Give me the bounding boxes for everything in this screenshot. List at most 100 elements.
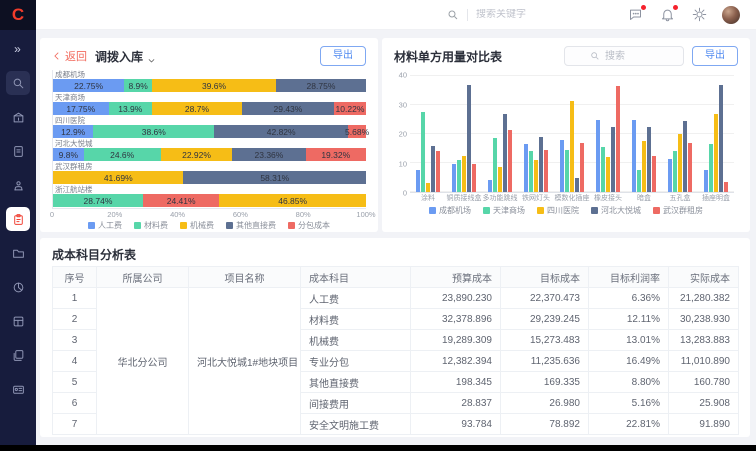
target-cell: 169.335 — [500, 371, 589, 393]
bar-track: 12.9% 38.6% 42.82% 5.68% — [53, 125, 370, 138]
legend-item[interactable]: 机械费 — [180, 220, 214, 231]
topbar — [36, 0, 756, 30]
brand-logo[interactable]: C — [0, 0, 36, 30]
bar-group — [626, 76, 662, 192]
expand-icon[interactable]: » — [14, 42, 22, 56]
x-tick-label: 涂料 — [421, 195, 435, 202]
bar — [596, 119, 600, 192]
legend-item[interactable]: 四川医院 — [537, 205, 579, 216]
chevron-down-icon[interactable] — [147, 52, 156, 63]
bar-track: 9.8% 24.6% 22.92% 23.36% 19.32% — [53, 148, 366, 161]
sidebar-item-inventory[interactable] — [6, 207, 30, 231]
bar-segment: 5.68% — [345, 125, 370, 138]
bar-segment: 13.9% — [108, 102, 153, 115]
stacked-bar-row: 武汉群租房 41.69% 58.31% — [53, 162, 366, 185]
sidebar-item-card[interactable] — [6, 377, 30, 401]
sidebar-item-approval[interactable] — [6, 173, 30, 197]
bar — [565, 149, 569, 192]
legend-swatch — [537, 207, 544, 214]
bar-track: 28.74% 24.41% 46.85% — [53, 194, 366, 207]
bar — [714, 113, 718, 192]
subject-cell: 专业分包 — [300, 350, 411, 372]
bar-segment: 38.6% — [93, 125, 215, 138]
bar-segment: 9.8% — [53, 148, 84, 161]
category-label: 成都机场 — [55, 70, 85, 79]
global-search-input[interactable] — [476, 9, 556, 20]
legend-item[interactable]: 其他直接费 — [226, 220, 276, 231]
x-tick-label: 铜质接线盒 — [446, 195, 482, 202]
sidebar-item-company[interactable] — [6, 105, 30, 129]
table-header-cell: 成本科目 — [300, 266, 411, 288]
legend-item[interactable]: 天津商场 — [483, 205, 525, 216]
legend-swatch — [483, 207, 490, 214]
subject-cell: 材料费 — [300, 308, 411, 330]
sidebar-item-search[interactable] — [6, 71, 30, 95]
bar — [539, 136, 543, 192]
bar-group — [410, 76, 446, 192]
stacked-bar-chart: 成都机场 22.75% 8.9% 39.6% 28.75% 天津商场 17.75% 13.9%… — [52, 70, 370, 208]
margin-cell: 22.81% — [588, 413, 669, 435]
bar — [668, 158, 672, 192]
back-link[interactable]: 返回 — [52, 48, 87, 64]
bar-segment: 41.69% — [53, 171, 184, 184]
legend-swatch — [180, 222, 187, 229]
row-index-cell: 1 — [52, 287, 97, 309]
actual-cell: 91.890 — [668, 413, 739, 435]
y-tick-label: 20 — [398, 129, 407, 139]
margin-cell: 13.01% — [588, 329, 669, 351]
divider — [467, 8, 468, 21]
legend-item[interactable]: 武汉群租房 — [653, 205, 703, 216]
table-header-row: 序号 所属公司 项目名称 成本科目 预算成本 目标成本 目标利润率 实际成本 — [52, 266, 739, 288]
settings-button[interactable] — [692, 7, 708, 23]
legend-swatch — [134, 222, 141, 229]
avatar[interactable] — [722, 5, 740, 24]
bar — [544, 149, 548, 192]
chart-search-input[interactable] — [564, 46, 684, 67]
table-header-cell: 项目名称 — [188, 266, 301, 288]
bar-group — [446, 76, 482, 192]
bar — [647, 126, 651, 192]
table-row: 6 间接费用 28.837 26.980 5.16% 25.908 — [52, 392, 739, 414]
building-icon — [13, 112, 23, 122]
legend-label: 机械费 — [190, 221, 214, 230]
bar-group — [590, 76, 626, 192]
id-card-icon — [12, 385, 24, 394]
global-search[interactable] — [447, 8, 556, 21]
table-header-cell: 实际成本 — [668, 266, 739, 288]
sidebar-item-analytics[interactable] — [6, 275, 30, 299]
budget-cell: 93.784 — [410, 413, 501, 435]
bar-segment: 24.6% — [83, 148, 161, 161]
target-cell: 26.980 — [500, 392, 589, 414]
cost-analysis-table: 序号 所属公司 项目名称 成本科目 预算成本 目标成本 目标利润率 实际成本 1 华北分公司 河北… — [52, 266, 739, 435]
chart-search[interactable] — [564, 46, 684, 67]
messages-button[interactable] — [628, 4, 646, 23]
export-button-right[interactable]: 导出 — [692, 46, 738, 66]
sidebar-item-folder[interactable] — [6, 241, 30, 265]
legend-item[interactable]: 成都机场 — [429, 205, 471, 216]
x-tick-label: 60% — [232, 210, 248, 219]
margin-cell: 8.80% — [588, 371, 669, 393]
category-label: 浙江航站楼 — [55, 185, 93, 194]
inventory-icon — [13, 213, 23, 225]
y-tick-label: 10 — [398, 159, 407, 168]
sidebar-item-report[interactable] — [6, 309, 30, 333]
notifications-button[interactable] — [660, 4, 678, 23]
bar-segment: 24.41% — [142, 194, 220, 207]
legend-item[interactable]: 河北大悦城 — [591, 205, 641, 216]
x-tick-label: 20% — [107, 210, 123, 219]
legend-item[interactable]: 人工费 — [88, 220, 122, 231]
bar-segment: 28.75% — [275, 79, 366, 92]
bar — [642, 141, 646, 192]
export-button-left[interactable]: 导出 — [320, 46, 366, 66]
budget-cell: 198.345 — [410, 371, 501, 393]
legend-item[interactable]: 分包成本 — [288, 220, 330, 231]
bar-segment: 46.85% — [219, 194, 366, 207]
legend-item[interactable]: 材料费 — [134, 220, 168, 231]
sidebar-item-document[interactable] — [6, 139, 30, 163]
sidebar-item-pages[interactable] — [6, 343, 30, 367]
bar-segment: 10.22% — [333, 102, 366, 115]
budget-cell: 28.837 — [410, 392, 501, 414]
bar-group — [482, 76, 518, 192]
company-cell: 华北分公司 — [96, 287, 189, 435]
bar — [683, 120, 687, 192]
